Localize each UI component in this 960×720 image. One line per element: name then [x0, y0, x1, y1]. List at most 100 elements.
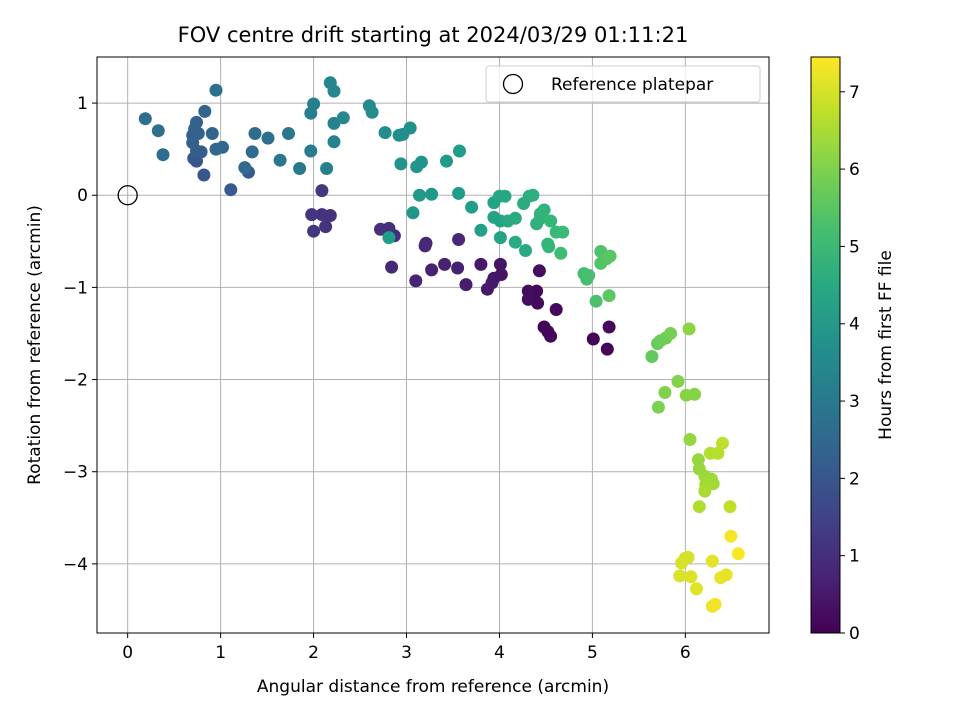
data-point [716, 436, 729, 450]
colorbar-tick-label: 4 [849, 315, 860, 335]
data-point [542, 240, 556, 254]
colorbar-gradient [810, 56, 841, 634]
data-point [452, 233, 466, 246]
x-axis-ticks: 0 1 2 3 4 5 6 [122, 633, 691, 663]
data-point [719, 568, 733, 582]
data-point [724, 529, 738, 543]
data-point [453, 144, 466, 158]
data-point [537, 203, 551, 217]
data-point [589, 294, 603, 308]
data-point [673, 569, 687, 583]
data-point [459, 278, 473, 292]
data-point [723, 500, 737, 514]
data-point [197, 168, 211, 182]
data-point [602, 320, 616, 334]
colorbar-tick-label: 7 [849, 83, 860, 103]
data-point [465, 200, 479, 214]
data-point [474, 223, 488, 237]
data-point [586, 332, 600, 346]
data-point [151, 124, 165, 138]
data-point [238, 161, 252, 175]
data-point [698, 484, 712, 498]
data-point [544, 329, 558, 343]
data-point [418, 239, 432, 253]
data-point [603, 249, 617, 263]
data-point [474, 257, 488, 271]
data-point [675, 556, 689, 570]
data-point [671, 374, 685, 388]
data-point [191, 127, 205, 140]
data-point [414, 155, 428, 169]
data-point [319, 220, 333, 234]
data-point [645, 350, 659, 363]
y-axis-label: Rotation from reference (arcmin) [25, 205, 45, 485]
data-point [378, 126, 392, 140]
data-point [315, 184, 329, 198]
data-point [409, 274, 423, 288]
data-point [425, 263, 439, 277]
data-point [209, 83, 223, 97]
data-point [438, 257, 452, 271]
data-point [190, 115, 203, 129]
data-point [336, 111, 350, 125]
x-tick-label: 5 [587, 643, 598, 663]
data-point [705, 554, 719, 568]
data-point [493, 257, 507, 271]
data-point [440, 154, 453, 168]
colorbar-tick-label: 1 [849, 547, 860, 567]
data-points [138, 76, 745, 613]
x-axis-label: Angular distance from reference (arcmin) [257, 677, 609, 697]
reference-point [117, 185, 138, 206]
data-point [323, 209, 337, 222]
colorbar-ticks: 0 1 2 3 4 5 6 7 [840, 83, 860, 644]
colorbar-tick-label: 6 [849, 160, 860, 180]
data-point [508, 211, 522, 225]
x-tick-label: 2 [308, 643, 319, 663]
data-point [708, 597, 722, 611]
data-point [327, 84, 341, 98]
data-point [205, 127, 219, 140]
data-point [293, 162, 307, 175]
data-point [521, 292, 535, 306]
y-axis-ticks: 1 0 −1 −2 −3 −4 [63, 94, 97, 575]
y-tick-label: −2 [63, 371, 88, 391]
data-point [498, 189, 512, 203]
y-tick-label: 1 [77, 94, 88, 114]
data-point [683, 433, 697, 446]
y-tick-label: −1 [63, 278, 88, 298]
plot-frame [96, 56, 770, 634]
data-point [304, 144, 318, 158]
data-point [156, 148, 170, 162]
data-point [480, 282, 494, 296]
colorbar-label: Hours from first FF file [876, 250, 896, 440]
data-point [248, 127, 262, 140]
data-point [600, 342, 614, 356]
legend-box [485, 65, 761, 103]
data-point [688, 387, 702, 401]
data-point [658, 386, 672, 399]
data-point [690, 582, 703, 596]
data-point [684, 570, 698, 584]
data-point [519, 244, 532, 257]
legend-label: Reference platepar [551, 75, 713, 95]
chart-title: FOV centre drift starting at 2024/03/29 … [178, 23, 689, 47]
data-point [320, 162, 334, 175]
colorbar-tick-label: 2 [849, 469, 860, 489]
data-point [549, 303, 563, 316]
colorbar-tick-label: 5 [849, 237, 860, 257]
data-point [602, 289, 616, 303]
y-tick-label: −3 [63, 463, 88, 483]
data-point [307, 97, 321, 111]
data-point [261, 131, 275, 145]
data-point [682, 322, 696, 336]
colorbar: 0 1 2 3 4 5 6 7 Hours from first FF file [810, 56, 896, 644]
data-point [692, 500, 706, 514]
data-point [305, 208, 319, 222]
legend-marker-icon [502, 73, 524, 95]
data-point [365, 105, 379, 119]
data-point [711, 446, 725, 460]
colorbar-tick-label: 0 [849, 624, 860, 644]
data-point [452, 186, 466, 200]
